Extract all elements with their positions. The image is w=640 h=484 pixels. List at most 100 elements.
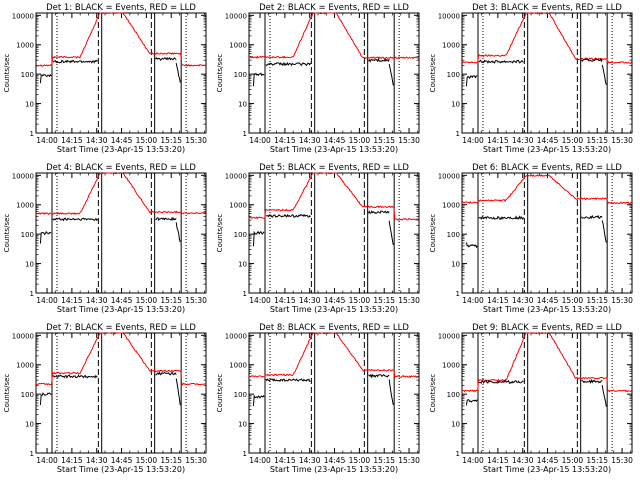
y-tick-label: 100 xyxy=(234,71,247,79)
x-tick-label: 14:00 xyxy=(249,136,271,145)
x-tick-label: 15:30 xyxy=(611,136,633,145)
panel-det-7: Det 7: BLACK = Events, RED = LLD Counts/s… xyxy=(3,323,207,474)
y-tick-label: 100 xyxy=(234,391,247,399)
plot-frame xyxy=(461,172,633,294)
x-tick-label: 15:30 xyxy=(611,456,633,465)
x-tick-label: 14:15 xyxy=(487,296,509,305)
x-tick-label: 14:30 xyxy=(512,296,534,305)
x-tick-label: 14:30 xyxy=(86,136,108,145)
x-tick-label: 14:45 xyxy=(111,456,133,465)
x-tick-label: 15:00 xyxy=(136,456,158,465)
lld-series-line xyxy=(248,332,420,379)
x-tick-label: 15:15 xyxy=(160,296,182,305)
y-axis-label: Counts/sec xyxy=(429,214,437,253)
x-axis-label: Start Time (23-Apr-15 13:53:20) xyxy=(270,305,398,314)
x-tick-label: 14:45 xyxy=(111,296,133,305)
events-series-pre xyxy=(252,394,265,406)
x-tick-label: 15:30 xyxy=(398,296,420,305)
x-tick-label: 14:15 xyxy=(61,456,83,465)
plot-frame xyxy=(248,12,420,134)
y-tick-label: 1 xyxy=(30,290,34,298)
x-tick-label: 14:00 xyxy=(462,456,484,465)
panel-det-2: Det 2: BLACK = Events, RED = LLD Counts/s… xyxy=(216,3,420,154)
y-tick-label: 1000 xyxy=(442,362,460,370)
x-tick-label: 14:30 xyxy=(512,456,534,465)
events-series-decay xyxy=(601,384,607,407)
x-tick-label: 14:45 xyxy=(537,456,559,465)
x-tick-label: 15:00 xyxy=(136,136,158,145)
lld-series-line xyxy=(35,172,207,216)
y-tick-label: 1000 xyxy=(16,202,34,210)
x-tick-label: 15:15 xyxy=(373,136,395,145)
panel-det-1: Det 1: BLACK = Events, RED = LLD Counts/s… xyxy=(3,3,207,154)
x-tick-label: 14:15 xyxy=(487,136,509,145)
panel-det-9: Det 9: BLACK = Events, RED = LLD Counts/s… xyxy=(429,323,633,474)
y-tick-label: 10 xyxy=(451,421,460,429)
events-series-post xyxy=(368,210,390,215)
y-tick-label: 100 xyxy=(447,231,460,239)
panel-det-6: Det 6: BLACK = Events, RED = LLD Counts/s… xyxy=(429,163,633,314)
x-tick-label: 14:45 xyxy=(324,296,346,305)
y-tick-label: 1 xyxy=(456,450,460,458)
y-tick-label: 1000 xyxy=(229,42,247,50)
y-tick-label: 1000 xyxy=(229,362,247,370)
events-series-mid xyxy=(478,379,524,385)
lld-series-line xyxy=(461,332,633,393)
panel-det-8: Det 8: BLACK = Events, RED = LLD Counts/s… xyxy=(216,323,420,474)
y-tick-label: 100 xyxy=(21,391,34,399)
y-axis-label: Counts/sec xyxy=(3,214,11,253)
x-tick-label: 15:00 xyxy=(562,456,584,465)
panel-title: Det 1: BLACK = Events, RED = LLD xyxy=(46,3,196,13)
events-series-mid xyxy=(52,217,98,222)
x-tick-label: 14:00 xyxy=(36,296,58,305)
panel-det-5: Det 5: BLACK = Events, RED = LLD Counts/s… xyxy=(216,163,420,314)
y-tick-label: 1000 xyxy=(442,42,460,50)
y-tick-label: 10000 xyxy=(225,172,247,180)
events-series-decay xyxy=(388,379,394,406)
y-tick-label: 10000 xyxy=(12,12,34,20)
events-series-post xyxy=(581,378,603,384)
plot-frame xyxy=(35,12,207,134)
events-series-mid xyxy=(265,61,311,67)
y-tick-label: 1 xyxy=(456,290,460,298)
events-series-post xyxy=(368,373,390,379)
panel-det-3: Det 3: BLACK = Events, RED = LLD Counts/s… xyxy=(429,3,633,154)
plot-frame xyxy=(248,172,420,294)
x-tick-label: 15:30 xyxy=(185,136,207,145)
x-tick-label: 15:30 xyxy=(611,296,633,305)
x-tick-label: 15:30 xyxy=(398,456,420,465)
x-tick-label: 15:15 xyxy=(586,136,608,145)
y-tick-label: 10 xyxy=(238,101,247,109)
events-series-pre xyxy=(465,75,478,87)
x-tick-label: 15:15 xyxy=(373,296,395,305)
x-tick-label: 14:45 xyxy=(324,136,346,145)
y-tick-label: 10000 xyxy=(12,332,34,340)
events-series-mid xyxy=(52,59,98,64)
x-tick-label: 14:15 xyxy=(274,456,296,465)
x-tick-label: 14:30 xyxy=(86,456,108,465)
x-tick-label: 14:15 xyxy=(61,296,83,305)
events-series-decay xyxy=(601,64,607,86)
x-tick-label: 14:15 xyxy=(487,456,509,465)
y-axis-label: Counts/sec xyxy=(216,54,224,93)
panel-title: Det 2: BLACK = Events, RED = LLD xyxy=(259,3,409,13)
lld-series-line xyxy=(248,172,420,221)
panel-title: Det 3: BLACK = Events, RED = LLD xyxy=(472,3,622,13)
x-tick-label: 15:00 xyxy=(349,296,371,305)
panel-title: Det 5: BLACK = Events, RED = LLD xyxy=(259,163,409,173)
x-tick-label: 15:00 xyxy=(349,456,371,465)
events-series-pre xyxy=(252,230,265,247)
x-tick-label: 14:15 xyxy=(274,296,296,305)
panel-title: Det 9: BLACK = Events, RED = LLD xyxy=(472,323,622,333)
x-tick-label: 15:15 xyxy=(160,456,182,465)
x-axis-label: Start Time (23-Apr-15 13:53:20) xyxy=(483,305,611,314)
y-tick-label: 1 xyxy=(243,290,247,298)
x-tick-label: 14:30 xyxy=(512,136,534,145)
y-axis-label: Counts/sec xyxy=(3,374,11,413)
events-series-mid xyxy=(265,378,311,383)
x-axis-label: Start Time (23-Apr-15 13:53:20) xyxy=(270,465,398,474)
y-tick-label: 10 xyxy=(451,101,460,109)
x-tick-label: 15:30 xyxy=(185,296,207,305)
